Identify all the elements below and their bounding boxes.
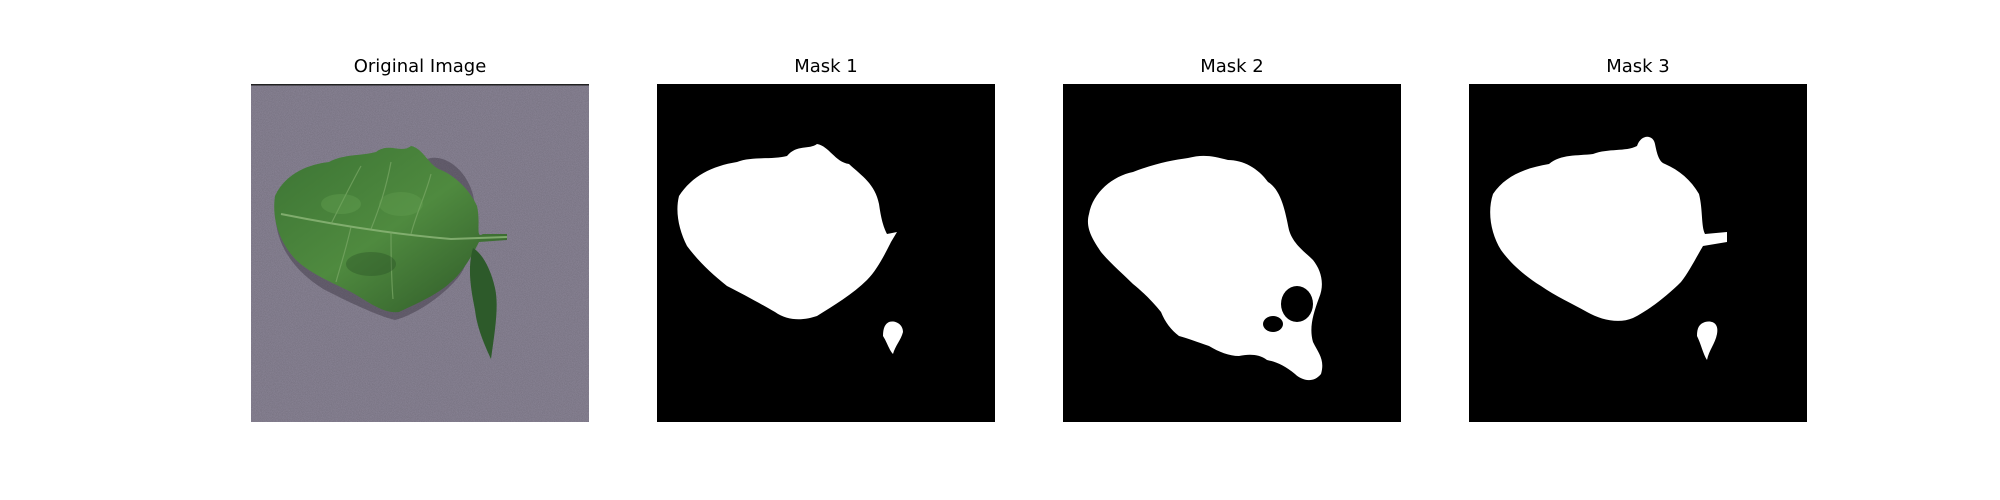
- mask-1-small-region: [883, 321, 903, 354]
- panel-title-original: Original Image: [353, 56, 487, 77]
- mask-1-leaf-region: [677, 144, 897, 320]
- mask-2-panel: [1063, 84, 1401, 422]
- mask-3-image: [1469, 84, 1807, 422]
- mask-2-image: [1063, 84, 1401, 422]
- mask-1-image: [657, 84, 995, 422]
- mask-1-panel: [657, 84, 995, 422]
- leaf-blade: [274, 146, 507, 313]
- original-image-panel: [251, 84, 589, 422]
- mask-3-leaf-region: [1490, 136, 1727, 321]
- panel-title-mask-3: Mask 3: [1606, 56, 1670, 77]
- mask-3-panel: [1469, 84, 1807, 422]
- panel-title-mask-1: Mask 1: [794, 56, 858, 77]
- original-image: [251, 84, 589, 422]
- panel-title-mask-2: Mask 2: [1200, 56, 1264, 77]
- leaf-lobe: [469, 248, 497, 359]
- mask-3-small-region: [1697, 321, 1718, 360]
